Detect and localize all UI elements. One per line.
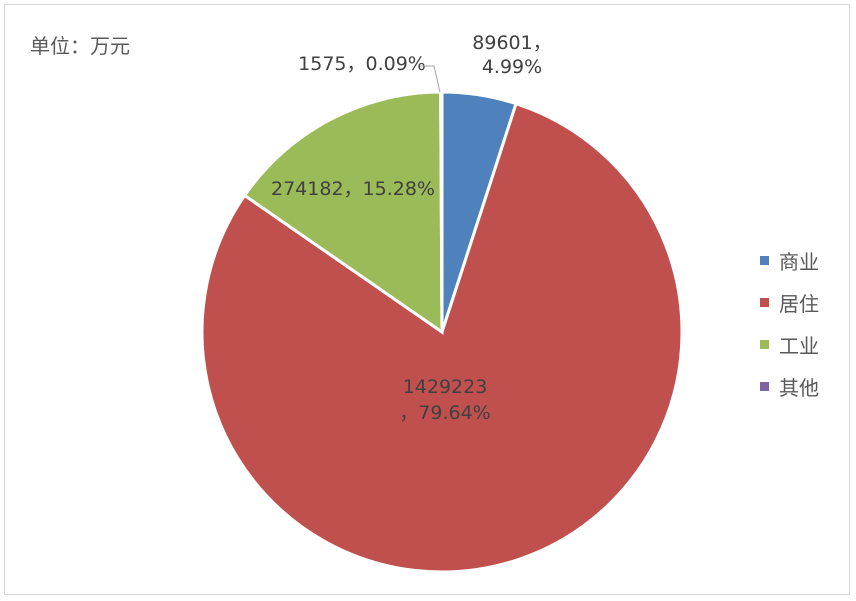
legend-swatch-icon [760,340,769,349]
legend-label: 其他 [779,376,819,400]
data-label-industrial: 274182，15.28% [271,178,435,200]
legend-item-other: 其他 [760,376,819,400]
legend-item-residential: 居住 [760,292,819,316]
legend-item-commercial: 商业 [760,250,819,274]
unit-label: 单位：万元 [30,34,130,58]
data-label-residential: 1429223 ，79.64% [399,376,490,424]
legend-swatch-icon [760,298,769,307]
pie-slice-residential [200,101,684,574]
leader-line-other [420,65,441,93]
legend-label: 居住 [779,292,819,316]
pie-slice-other [439,90,444,333]
legend-item-industrial: 工业 [760,334,819,358]
legend: 商业 居住 工业 其他 [760,250,819,418]
legend-label: 工业 [779,334,819,358]
data-label-other: 1575，0.09% [298,53,426,75]
pie-slice-industrial [242,90,444,335]
legend-swatch-icon [760,256,769,265]
data-label-commercial: 89601， 4.99% [472,32,551,78]
legend-label: 商业 [779,250,819,274]
legend-swatch-icon [760,382,769,391]
